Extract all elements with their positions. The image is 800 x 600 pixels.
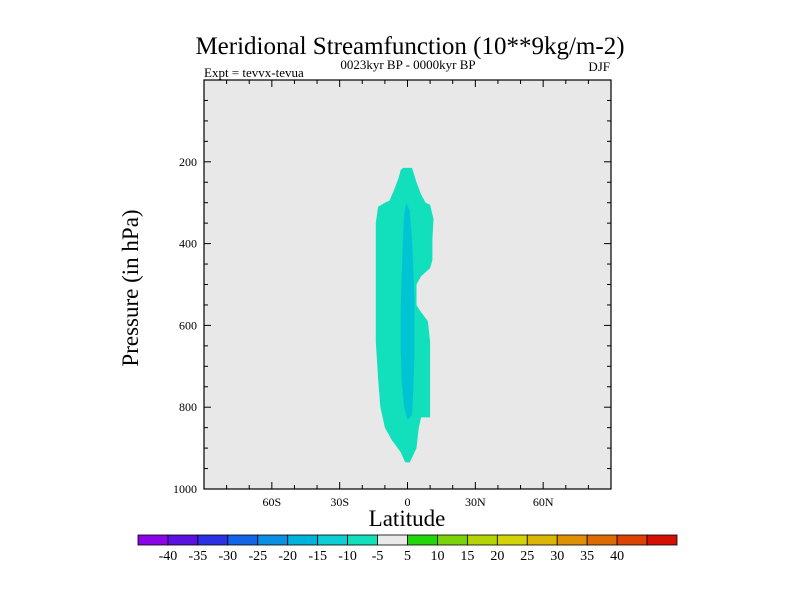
colorbar-box-10 [437,534,468,546]
axis-ticks [203,79,612,490]
y-tick-label-0: 200 [179,155,197,169]
colorbar-label-11: 20 [490,549,504,564]
chart-title: Meridional Streamfunction (10**9kg/m-2) [195,33,624,60]
colorbar-label-6: -10 [338,549,357,564]
x-tick-label-1: 30S [330,495,349,509]
colorbar-box-9 [407,534,438,546]
colorbar-label-2: -30 [218,549,237,564]
y-axis-label: Pressure (in hPa) [118,209,143,366]
colorbar-box-3 [227,534,259,546]
contour-region-1 [400,202,415,420]
colorbar-box-1 [167,534,199,546]
colorbar-box-7 [347,534,378,546]
colorbar-label-8: 5 [404,549,411,564]
chart-subtitle: 0023kyr BP - 0000kyr BP [340,57,475,72]
y-tick-label-3: 800 [179,400,197,414]
experiment-label: Expt = tevvx-tevua [204,65,304,80]
colorbar-label-10: 15 [460,549,474,564]
colorbar: -40 -35 -30 -25 -20 -15 -10 -5 5 10 15 20 25 30 35 40 [137,534,678,564]
colorbar-box-12 [496,534,528,546]
colorbar-label-9: 10 [430,549,444,564]
colorbar-label-12: 25 [520,549,534,564]
season-label: DJF [588,59,610,74]
colorbar-label-5: -15 [308,549,327,564]
y-tick-label-2: 600 [179,318,197,332]
axis-tick-labels: 200 400 600 800 1000 60S 30S 0 30N 60N [173,155,554,509]
y-tick-label-1: 400 [179,237,197,251]
x-axis-label: Latitude [369,506,446,531]
colorbar-label-13: 30 [550,549,564,564]
colorbar-box-17 [646,534,678,546]
colorbar-box-16 [616,534,648,546]
colorbar-label-3: -25 [248,549,267,564]
colorbar-label-0: -40 [159,549,178,564]
y-tick-label-4: 1000 [173,482,197,496]
colorbar-box-8 [377,534,408,546]
colorbar-label-4: -20 [278,549,297,564]
x-tick-label-4: 60N [533,495,554,509]
colorbar-box-4 [257,534,289,546]
colorbar-label-7: -5 [372,549,384,564]
colorbar-box-0 [137,534,169,546]
x-tick-label-0: 60S [262,495,281,509]
x-tick-label-2: 0 [405,495,411,509]
colorbar-label-14: 35 [580,549,594,564]
contour-regions [375,167,434,463]
colorbar-box-15 [586,534,618,546]
colorbar-label-15: 40 [610,549,624,564]
plot-area: 200 400 600 800 1000 60S 30S 0 30N 60N [173,79,612,509]
x-tick-label-3: 30N [465,495,486,509]
colorbar-box-6 [317,534,349,546]
colorbar-box-13 [526,534,558,546]
colorbar-box-11 [466,534,498,546]
colorbar-box-5 [287,534,319,546]
colorbar-label-1: -35 [189,549,208,564]
colorbar-box-2 [197,534,229,546]
colorbar-box-14 [556,534,588,546]
